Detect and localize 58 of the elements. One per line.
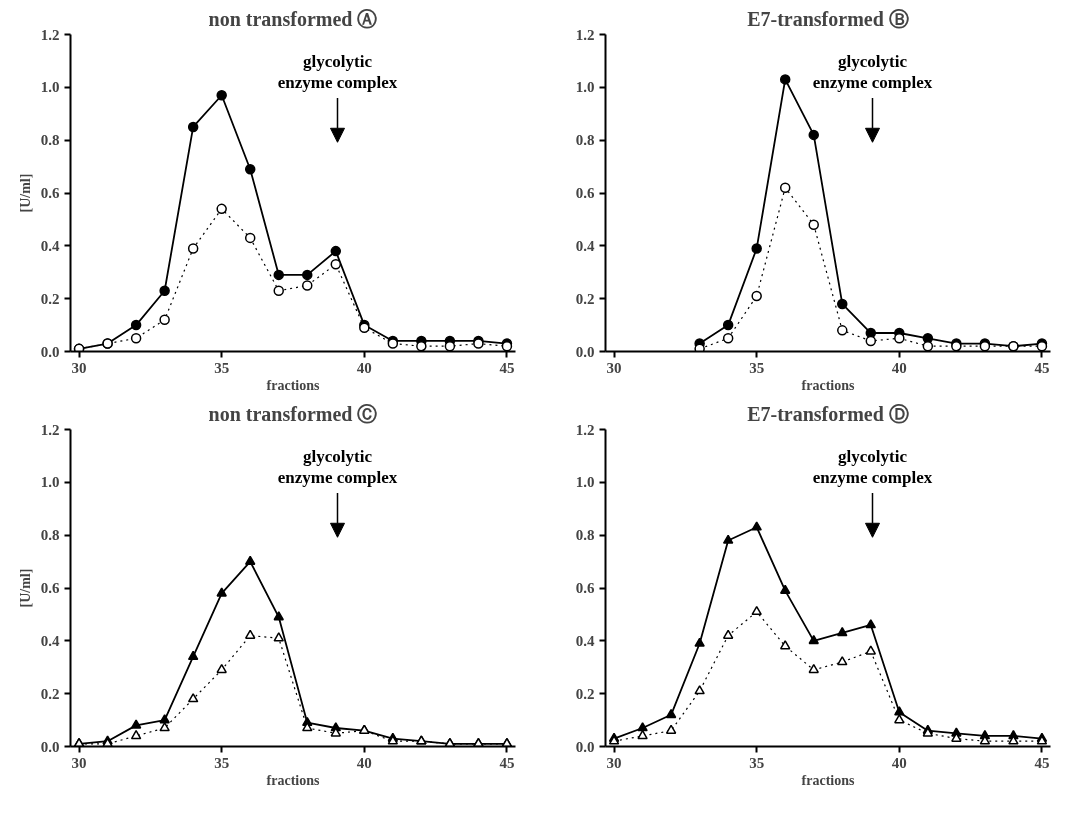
x-tick-label: 35 [749,359,765,376]
x-tick-label: 45 [1034,359,1050,376]
y-tick-label: 0.8 [575,527,595,544]
x-tick-label: 40 [891,359,907,376]
x-tick-label: 40 [891,754,907,771]
y-tick-label: 0.0 [575,343,595,360]
y-tick-label: 0.4 [575,632,595,649]
y-tick-label: 0.8 [575,132,595,149]
x-tick-label: 40 [356,754,372,771]
y-tick-label: 0.0 [575,738,595,755]
y-tick-label: 0.8 [40,132,60,149]
chart-title: E7-transformed Ⓓ [747,402,909,425]
y-tick-label: 0.4 [40,237,60,254]
y-tick-label: 0.6 [575,580,595,596]
y-axis-title: [U/ml] [17,568,33,608]
y-tick-label: 1.0 [40,474,60,491]
y-tick-label: 1.0 [40,79,60,96]
x-tick-label: 30 [71,754,87,771]
y-tick-label: 1.2 [40,26,60,43]
x-tick-label: 30 [606,754,622,771]
y-tick-label: 0.2 [40,290,60,307]
y-tick-label: 1.2 [40,421,60,438]
x-axis-title: fractions [801,772,855,788]
y-tick-label: 0.4 [40,632,60,649]
x-tick-label: 35 [749,754,765,771]
y-tick-label: 0.8 [40,527,60,544]
chart-title: E7-transformed Ⓑ [747,7,909,30]
x-axis-title: fractions [266,772,320,788]
x-tick-label: 30 [606,359,622,376]
y-tick-label: 1.2 [575,26,595,43]
y-tick-label: 0.6 [40,580,60,596]
y-axis-title: [U/ml] [17,173,33,213]
y-tick-label: 1.0 [575,474,595,491]
chart-title: non transformed Ⓒ [208,402,378,425]
annotation: glycolytic enzyme complex [277,51,398,92]
annotation: glycolytic enzyme complex [277,446,398,487]
x-tick-label: 45 [1034,754,1050,771]
y-tick-label: 0.0 [40,738,60,755]
y-tick-label: 0.0 [40,343,60,360]
y-tick-label: 0.6 [40,185,60,201]
x-tick-label: 40 [356,359,372,376]
y-tick-label: 0.2 [575,685,595,702]
annotation: glycolytic enzyme complex [812,446,933,487]
x-tick-label: 45 [499,359,515,376]
y-tick-label: 1.2 [575,421,595,438]
x-tick-label: 35 [214,754,230,771]
y-tick-label: 0.2 [40,685,60,702]
x-axis-title: fractions [801,377,855,393]
x-tick-label: 30 [71,359,87,376]
y-tick-label: 0.4 [575,237,595,254]
chart-title: non transformed Ⓐ [208,7,378,30]
y-tick-label: 1.0 [575,79,595,96]
x-tick-label: 45 [499,754,515,771]
annotation: glycolytic enzyme complex [812,51,933,92]
y-tick-label: 0.6 [575,185,595,201]
y-tick-label: 0.2 [575,290,595,307]
x-axis-title: fractions [266,377,320,393]
x-tick-label: 35 [214,359,230,376]
